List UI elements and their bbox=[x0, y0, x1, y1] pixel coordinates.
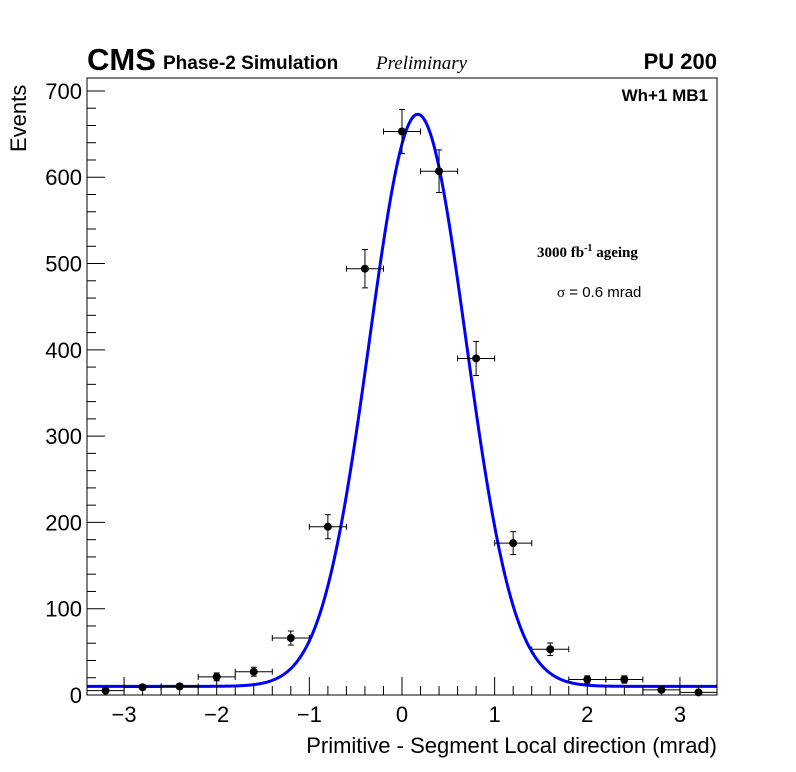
axis-ticks-layer: −3 −2 −1 0 1 2 3 0 100 200 300 400 500 600 700 bbox=[45, 79, 718, 727]
data-marker bbox=[620, 675, 629, 684]
y-axis-title: Events bbox=[6, 85, 31, 152]
data-point bbox=[382, 108, 422, 155]
data-point bbox=[494, 531, 533, 556]
y-tick-label: 700 bbox=[45, 79, 82, 104]
chamber-label: Wh+1 MB1 bbox=[622, 86, 708, 105]
pileup-label: PU 200 bbox=[644, 49, 717, 74]
x-tick-label: 0 bbox=[396, 702, 408, 727]
fit-curve-line bbox=[87, 112, 717, 688]
y-tick-label: 0 bbox=[70, 683, 82, 708]
sigma-label: σ = 0.6 mrad bbox=[557, 284, 641, 301]
data-point bbox=[308, 514, 347, 540]
y-tick-label: 600 bbox=[45, 165, 82, 190]
preliminary-label: Preliminary bbox=[375, 53, 468, 74]
x-tick-label: 1 bbox=[489, 702, 501, 727]
ageing-label: 3000 fb-1 ageing bbox=[537, 243, 638, 261]
y-tick-label: 500 bbox=[45, 252, 82, 277]
data-point bbox=[345, 249, 384, 289]
data-marker bbox=[286, 634, 295, 643]
x-tick-label: 3 bbox=[674, 702, 686, 727]
y-tick-label: 200 bbox=[45, 510, 82, 535]
data-marker bbox=[249, 667, 258, 676]
cms-label: CMS bbox=[87, 42, 156, 77]
data-marker bbox=[323, 522, 332, 531]
data-point bbox=[234, 666, 273, 677]
data-marker bbox=[398, 127, 406, 136]
simulation-label: Phase-2 Simulation bbox=[163, 53, 338, 74]
y-tick-label: 100 bbox=[45, 597, 82, 622]
data-marker bbox=[435, 167, 444, 176]
x-axis-title: Primitive - Segment Local direction (mra… bbox=[306, 733, 717, 758]
plot-frame bbox=[86, 77, 718, 696]
data-marker bbox=[546, 645, 555, 654]
x-tick-label: 2 bbox=[581, 702, 593, 727]
data-marker bbox=[472, 354, 481, 363]
data-point bbox=[197, 672, 236, 682]
data-point bbox=[457, 340, 496, 376]
data-point bbox=[420, 149, 459, 193]
x-tick-label: −2 bbox=[204, 702, 229, 727]
data-point bbox=[605, 675, 644, 684]
y-tick-label: 300 bbox=[45, 424, 82, 449]
data-marker bbox=[360, 264, 369, 273]
x-tick-label: −1 bbox=[297, 702, 322, 727]
data-marker bbox=[509, 539, 518, 548]
data-point bbox=[531, 642, 570, 657]
data-marker bbox=[212, 672, 221, 681]
data-points-layer bbox=[86, 108, 718, 697]
data-point bbox=[271, 630, 310, 646]
y-tick-label: 400 bbox=[45, 338, 82, 363]
x-tick-label: −3 bbox=[112, 702, 137, 727]
fit-curve-layer bbox=[87, 112, 717, 688]
